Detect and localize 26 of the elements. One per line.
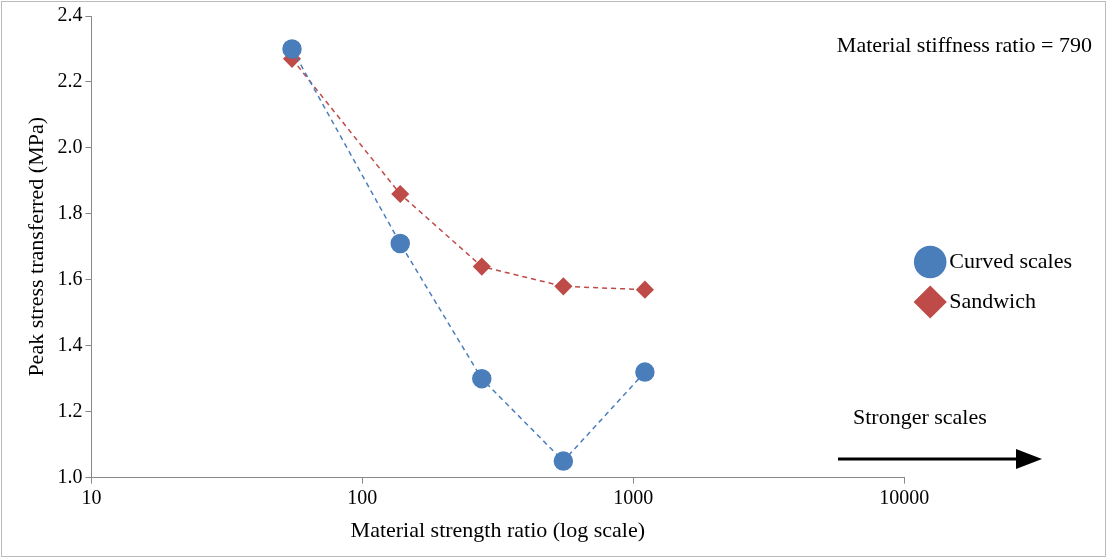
y-tick-label: 1.0 [57, 464, 83, 487]
y-tick-label: 2.0 [57, 135, 83, 158]
point [391, 185, 409, 203]
point [635, 362, 655, 382]
x-tick-label: 1000 [613, 485, 654, 508]
x-tick-label: 100 [347, 485, 378, 508]
y-tick-label: 2.2 [57, 69, 83, 92]
y-tick-label: 1.2 [57, 398, 83, 421]
y-axis-title: Peak stress transferred (MPa) [22, 116, 48, 377]
annotation: Material stiffness ratio = 790 [836, 31, 1092, 57]
point [473, 257, 491, 276]
y-tick-label: 1.8 [57, 201, 83, 224]
x-axis-title: Material strength ratio (log scale) [350, 516, 646, 542]
y-tick-label: 1.4 [57, 332, 83, 355]
legend-label: Curved scales [949, 247, 1072, 273]
point [472, 368, 492, 389]
y-tick-label: 1.6 [57, 267, 83, 290]
point [390, 233, 410, 254]
y-tick-label: 2.4 [57, 3, 83, 26]
x-tick-label: 10 [81, 485, 102, 508]
annotation: Stronger scales [853, 403, 987, 429]
point [554, 277, 573, 296]
point [553, 451, 574, 471]
x-tick-label: 10000 [879, 485, 930, 508]
legend-label: Sandwich [949, 287, 1036, 313]
point [636, 280, 654, 299]
